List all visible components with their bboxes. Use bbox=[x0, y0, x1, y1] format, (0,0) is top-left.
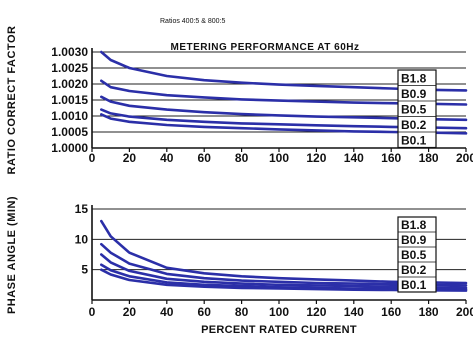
x-tick-label: 40 bbox=[160, 305, 174, 319]
x-tick-label: 80 bbox=[235, 305, 249, 319]
y-tick-label: 1.0025 bbox=[51, 61, 88, 75]
x-tick-label: 60 bbox=[198, 151, 212, 165]
legend-entry: B0.5 bbox=[401, 103, 427, 117]
y-tick-label: 1.0010 bbox=[51, 109, 88, 123]
y-axis-label: PHASE ANGLE (MIN) bbox=[6, 196, 18, 314]
x-tick-label: 100 bbox=[269, 305, 289, 319]
x-tick-label: 60 bbox=[198, 305, 212, 319]
y-tick-label: 1.0000 bbox=[51, 141, 88, 155]
phase-angle-chart: 5 10 15 0 20 40 60 80 100 120 140 160 180 200 PHASE AN… bbox=[6, 196, 473, 336]
legend-box bbox=[397, 216, 437, 293]
legend-entry: B0.5 bbox=[401, 248, 427, 262]
x-tick-label: 100 bbox=[269, 151, 289, 165]
legend-entry: B1.8 bbox=[401, 72, 427, 86]
x-tick-label: 80 bbox=[235, 151, 249, 165]
x-axis-label: PERCENT RATED CURRENT bbox=[201, 324, 357, 336]
x-tick-label: 160 bbox=[381, 305, 401, 319]
x-tick-label: 40 bbox=[160, 151, 174, 165]
x-tick-label: 180 bbox=[419, 305, 439, 319]
x-tick-label: 140 bbox=[344, 151, 364, 165]
legend-entry: B0.9 bbox=[401, 233, 427, 247]
x-tick-label: 120 bbox=[306, 305, 326, 319]
legend-entry: B0.1 bbox=[401, 134, 427, 148]
y-tick-label: 1.0005 bbox=[51, 125, 88, 139]
legend-entry: B0.9 bbox=[401, 87, 427, 101]
x-tick-label: 140 bbox=[344, 305, 364, 319]
y-tick-label: 5 bbox=[81, 263, 88, 277]
y-tick-label: 15 bbox=[75, 202, 89, 216]
x-tick-label: 180 bbox=[419, 151, 439, 165]
legend-entry: B0.2 bbox=[401, 263, 427, 277]
header-note: Ratios 400:5 & 800:5 bbox=[160, 18, 225, 25]
y-tick-label: 10 bbox=[75, 232, 89, 246]
x-tick-label: 200 bbox=[456, 151, 473, 165]
y-tick-label: 1.0030 bbox=[51, 45, 88, 59]
y-tick-label: 1.0020 bbox=[51, 77, 88, 91]
x-tick-label: 20 bbox=[123, 305, 137, 319]
y-axis-label: RATIO CORRECT FACTOR bbox=[6, 26, 18, 175]
x-tick-label: 160 bbox=[381, 151, 401, 165]
legend-box bbox=[397, 69, 437, 149]
x-tick-label: 0 bbox=[89, 305, 96, 319]
x-tick-label: 200 bbox=[456, 305, 473, 319]
chart-title: METERING PERFORMANCE AT 60Hz bbox=[170, 42, 359, 53]
legend-entry: B1.8 bbox=[401, 218, 427, 232]
legend-entry: B0.1 bbox=[401, 278, 427, 292]
ratio-correct-factor-chart: 1.0000 1.0005 1.0010 1.0015 1.0020 1.0025 1.00… bbox=[6, 26, 473, 175]
y-tick-label: 1.0015 bbox=[51, 93, 88, 107]
x-tick-label: 20 bbox=[123, 151, 137, 165]
x-tick-label: 0 bbox=[89, 151, 96, 165]
x-tick-label: 120 bbox=[306, 151, 326, 165]
legend-entry: B0.2 bbox=[401, 118, 427, 132]
